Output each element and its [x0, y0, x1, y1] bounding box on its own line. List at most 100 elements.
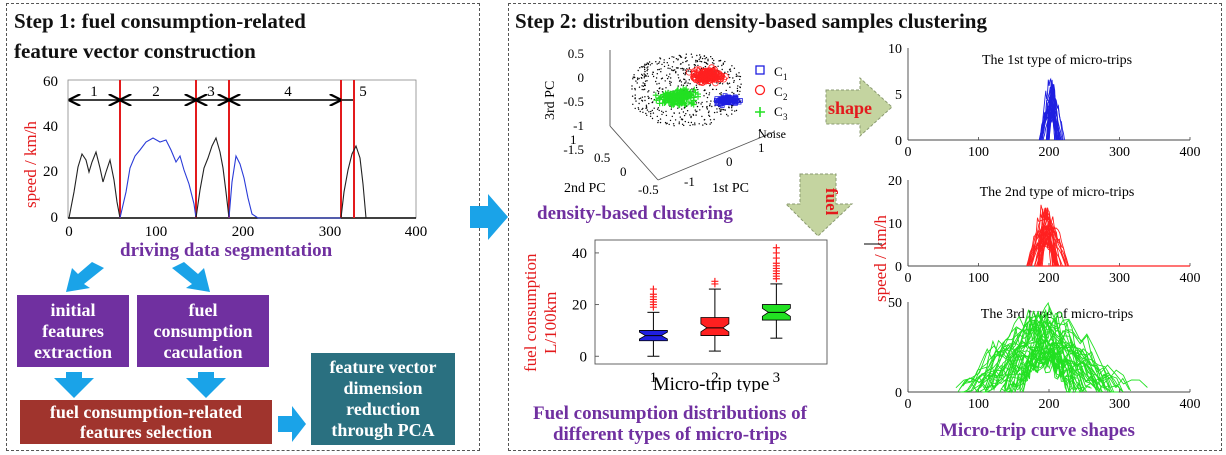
noise-point	[645, 104, 648, 107]
noise-point	[703, 61, 706, 63]
noise-point	[648, 90, 650, 92]
cluster-c2-point	[700, 75, 707, 83]
pca-line: reduction	[346, 399, 420, 419]
speed-trace-seg5	[340, 144, 367, 219]
cluster-c3-point	[681, 87, 688, 93]
cluster-c3-point	[688, 100, 695, 107]
shape-xtick: 0	[905, 271, 912, 286]
noise-point	[672, 69, 675, 72]
noise-point	[651, 73, 654, 75]
noise-point	[716, 111, 718, 113]
noise-point	[640, 77, 643, 79]
shape-xtick: 200	[1039, 145, 1060, 160]
noise-point	[679, 56, 682, 58]
noise-point	[696, 110, 698, 113]
shape-ytick: 5	[895, 88, 902, 103]
noise-point	[682, 69, 684, 71]
cluster-c2-point	[685, 68, 693, 76]
microtrip-curve	[1004, 315, 1080, 393]
noise-point	[736, 89, 739, 92]
noise-point	[685, 80, 687, 82]
noise-point	[727, 83, 729, 85]
noise-point	[639, 110, 641, 113]
noise-point	[650, 110, 652, 113]
noise-point	[705, 56, 708, 59]
cluster-c2-point	[702, 70, 710, 77]
box-outlier	[649, 285, 657, 293]
noise-point	[699, 57, 701, 59]
selection-line: features selection	[79, 422, 213, 442]
noise-point	[651, 109, 653, 112]
noise-point	[687, 70, 689, 72]
cluster-c3-point	[690, 97, 697, 104]
noise-point	[683, 68, 685, 70]
shape-label: shape	[828, 98, 872, 118]
boxplot-ytick: 40	[572, 246, 587, 262]
noise-point	[643, 75, 646, 77]
noise-point	[682, 111, 685, 113]
noise-point	[657, 92, 660, 95]
noise-point	[661, 113, 663, 116]
noise-point	[686, 60, 688, 62]
microtrip-curve	[976, 309, 1091, 391]
cluster-c3-point	[673, 88, 680, 95]
noise-point	[681, 123, 684, 126]
noise-point	[681, 108, 683, 110]
noise-point	[733, 80, 735, 82]
cluster-xtick: -1	[684, 174, 695, 189]
noise-point	[706, 96, 709, 99]
noise-point	[658, 87, 660, 90]
cluster-c1-point	[733, 99, 739, 105]
cluster-c2-point	[693, 70, 701, 77]
legend-label-c2: C	[774, 84, 783, 99]
legend-label-c1: C	[774, 64, 783, 79]
noise-point	[648, 111, 650, 113]
boxplot-xtick: 3	[773, 370, 781, 386]
cluster-c3-point	[679, 100, 686, 107]
noise-point	[692, 113, 694, 116]
noise-point	[657, 107, 660, 109]
noise-point	[732, 77, 734, 79]
noise-point	[637, 107, 639, 109]
noise-point	[656, 108, 659, 110]
noise-point	[649, 64, 652, 66]
cluster-c3-point	[652, 92, 659, 99]
noise-point	[705, 62, 708, 65]
noise-point	[680, 118, 683, 120]
cluster-c2-point	[705, 68, 713, 76]
cluster-c3-point	[687, 94, 694, 101]
noise-point	[661, 77, 664, 79]
noise-point	[647, 66, 649, 68]
cluster-c2-point	[703, 74, 711, 82]
noise-point	[729, 70, 732, 72]
noise-point	[700, 61, 703, 63]
arrow-fuel-to-selection	[186, 372, 226, 398]
noise-point	[633, 74, 635, 76]
noise-point	[724, 60, 726, 63]
noise-point	[708, 94, 710, 96]
noise-point	[739, 86, 741, 89]
noise-point	[645, 112, 647, 115]
legend-label-c3: C	[774, 104, 783, 119]
noise-point	[687, 121, 690, 124]
noise-point	[708, 92, 711, 94]
shape-ytick: 0	[895, 260, 902, 275]
noise-point	[684, 57, 686, 59]
noise-point	[720, 92, 722, 94]
noise-point	[644, 83, 646, 85]
noise-point	[705, 92, 708, 95]
speed-ytick: 20	[43, 164, 58, 180]
noise-point	[661, 63, 663, 66]
noise-point	[645, 63, 648, 66]
segment-label: 5	[359, 84, 367, 100]
noise-point	[706, 108, 709, 110]
cluster-c1-point	[727, 100, 733, 106]
noise-point	[648, 61, 651, 63]
noise-point	[667, 64, 670, 66]
cluster-c1-point	[737, 98, 743, 103]
noise-point	[697, 64, 699, 67]
noise-point	[686, 84, 688, 87]
noise-point	[647, 91, 649, 93]
noise-point	[631, 95, 634, 97]
noise-point	[694, 122, 696, 124]
